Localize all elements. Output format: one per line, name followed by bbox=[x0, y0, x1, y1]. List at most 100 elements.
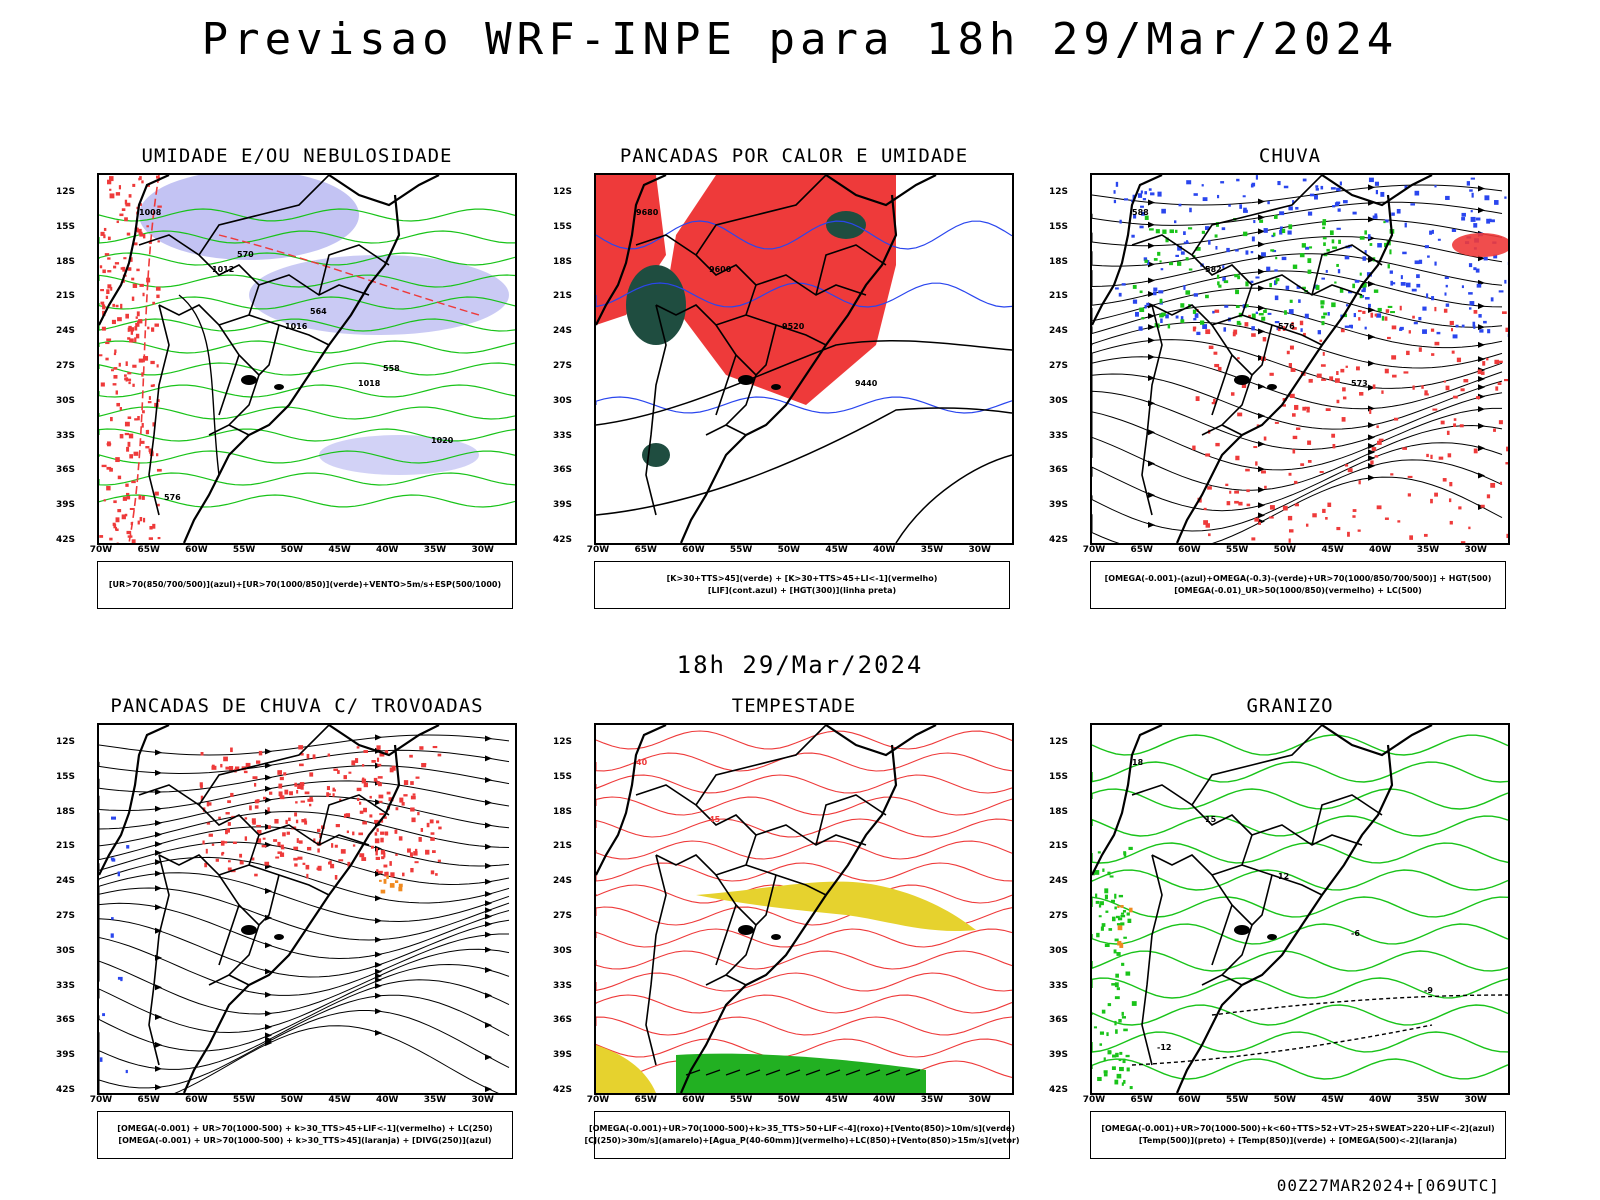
panel-legend: [OMEGA(-0.001)+UR>70(1000-500)+k>35_TTS>… bbox=[584, 1111, 1020, 1159]
map-plot: 9680 9600 9520 9440 bbox=[596, 175, 1012, 543]
lat-tick-label: 21S bbox=[1048, 841, 1068, 852]
map-frame[interactable]: 1008 1012 1016 1018 1020 576 570 564 558 bbox=[97, 173, 517, 545]
lat-tick-label: 33S bbox=[55, 430, 75, 441]
lon-tick-label: 70W bbox=[89, 1095, 113, 1105]
lat-tick-label: 15S bbox=[55, 221, 75, 232]
contour-label: 1020 bbox=[431, 436, 454, 445]
lat-tick-label: 33S bbox=[1048, 980, 1068, 991]
lat-tick-label: 39S bbox=[1048, 500, 1068, 511]
panel-title: CHUVA bbox=[1258, 145, 1322, 167]
lat-tick-label: 24S bbox=[1048, 326, 1068, 337]
legend-line-1: [UR>70(850/700/500)](azul)+[UR>70(1000/8… bbox=[108, 580, 502, 589]
lon-tick-label: 35W bbox=[920, 1095, 944, 1105]
lat-tick-label: 27S bbox=[552, 911, 572, 921]
map-plot: 1008 1012 1016 1018 1020 576 570 564 558 bbox=[99, 175, 515, 543]
contour-label: 9680 bbox=[636, 208, 659, 217]
map-frame[interactable]: 9680 9600 9520 9440 bbox=[594, 173, 1014, 545]
lat-tick-label: 42S bbox=[55, 535, 75, 545]
lat-tick-label: 12S bbox=[1048, 187, 1068, 197]
lon-tick-label: 45W bbox=[825, 545, 848, 555]
lon-tick-label: 65W bbox=[1130, 1095, 1153, 1105]
lat-tick-label: 33S bbox=[1048, 430, 1068, 441]
lon-tick-label: 70W bbox=[1082, 545, 1106, 555]
map-frame[interactable]: 40 45 bbox=[594, 723, 1014, 1095]
lat-tick-label: 18S bbox=[1048, 806, 1068, 817]
lon-tick-label: 40W bbox=[873, 1095, 896, 1105]
panel-title: PANCADAS DE CHUVA C/ TROVOADAS bbox=[110, 695, 484, 717]
contour-label: 564 bbox=[310, 307, 327, 316]
contour-label: 582 bbox=[1205, 265, 1222, 274]
map-frame[interactable]: 18 15 12 -6 -9 -12 bbox=[1090, 723, 1510, 1095]
lat-tick-label: 12S bbox=[552, 187, 572, 197]
contour-label: 15 bbox=[1205, 815, 1217, 824]
lat-tick-label: 30S bbox=[1048, 395, 1068, 406]
lon-tick-label: 55W bbox=[1225, 1095, 1249, 1105]
lon-tick-label: 30W bbox=[471, 1095, 494, 1105]
lon-tick-label: 60W bbox=[185, 1095, 208, 1105]
lat-tick-label: 27S bbox=[1048, 361, 1068, 371]
lon-tick-label: 30W bbox=[968, 1095, 991, 1105]
lat-tick-label: 24S bbox=[552, 876, 572, 887]
panel-title: PANCADAS POR CALOR E UMIDADE bbox=[619, 145, 969, 167]
lat-tick-label: 30S bbox=[552, 945, 572, 956]
lon-tick-label: 35W bbox=[423, 1095, 447, 1105]
legend-line-2: [OMEGA(-0.001) + UR>70(1000-500) + k>30_… bbox=[118, 1136, 492, 1145]
lon-tick-label: 50W bbox=[1273, 545, 1297, 555]
lon-tick-label: 65W bbox=[634, 545, 657, 555]
map-frame[interactable] bbox=[97, 723, 517, 1095]
map-frame[interactable]: 588 582 576 573 bbox=[1090, 173, 1510, 545]
contour-label: 18 bbox=[1132, 758, 1144, 767]
lat-tick-label: 21S bbox=[552, 291, 572, 302]
contour-label: 576 bbox=[1278, 322, 1295, 331]
lat-tick-label: 30S bbox=[55, 395, 75, 406]
contour-label: 1016 bbox=[285, 322, 308, 331]
panel-rain: CHUVA 588 582 576 573 [OMEGA(-0.001)-(azul)… bbox=[1049, 145, 1510, 609]
lon-tick-label: 40W bbox=[873, 545, 896, 555]
map-plot: 40 45 bbox=[596, 725, 1012, 1093]
lat-tick-label: 12S bbox=[552, 737, 572, 747]
contour-label: 12 bbox=[1278, 872, 1289, 881]
lon-tick-label: 35W bbox=[423, 545, 447, 555]
lat-tick-label: 15S bbox=[1048, 771, 1068, 782]
legend-line-1: [OMEGA(-0.001) + UR>70(1000-500) + k>30_… bbox=[117, 1124, 493, 1133]
panel-humidity-cloudiness: UMIDADE E/OU NEBULOSIDADE 1008 1012 1016 10… bbox=[56, 145, 517, 609]
lon-tick-label: 45W bbox=[1321, 1095, 1344, 1105]
lat-tick-label: 24S bbox=[552, 326, 572, 337]
lon-tick-label: 40W bbox=[1369, 1095, 1392, 1105]
lat-tick-label: 42S bbox=[55, 1085, 75, 1095]
middle-date: 18h 29/Mar/2024 bbox=[676, 651, 924, 679]
lat-tick-label: 15S bbox=[1048, 221, 1068, 232]
lat-tick-label: 42S bbox=[1048, 1085, 1068, 1095]
contour-label: 40 bbox=[636, 758, 648, 767]
contour-label: 1018 bbox=[358, 379, 381, 388]
lat-tick-label: 36S bbox=[552, 465, 572, 476]
lon-tick-label: 55W bbox=[232, 1095, 256, 1105]
lat-tick-label: 12S bbox=[55, 737, 75, 747]
lat-tick-label: 27S bbox=[55, 361, 75, 371]
legend-line-1: [OMEGA(-0.001)+UR>70(1000-500)+k<60+TTS>… bbox=[1101, 1124, 1495, 1133]
legend-line-2: [CJ(250)>30m/s](amarelo)+[Agua_P(40-60mm… bbox=[584, 1136, 1020, 1145]
lat-tick-label: 33S bbox=[552, 980, 572, 991]
panel-storm: TEMPESTADE 40 45 [OMEGA(-0.001)+UR>70(100… bbox=[553, 695, 1020, 1159]
lat-tick-label: 21S bbox=[55, 291, 75, 302]
footer-run-code: 00Z27MAR2024+[069UTC] bbox=[1276, 1176, 1500, 1195]
lat-tick-label: 12S bbox=[55, 187, 75, 197]
lon-tick-label: 35W bbox=[1416, 1095, 1440, 1105]
lon-tick-label: 55W bbox=[729, 1095, 753, 1105]
contour-label: 558 bbox=[383, 364, 400, 373]
legend-line-2: [Temp(500)](preto) + [Temp(850)](verde) … bbox=[1138, 1136, 1458, 1145]
lon-tick-label: 45W bbox=[328, 545, 351, 555]
contour-label: 1008 bbox=[139, 208, 162, 217]
lat-tick-label: 36S bbox=[552, 1015, 572, 1026]
lat-tick-label: 39S bbox=[552, 500, 572, 511]
lat-tick-label: 27S bbox=[1048, 911, 1068, 921]
lat-tick-label: 18S bbox=[552, 806, 572, 817]
lon-tick-label: 30W bbox=[968, 545, 991, 555]
lat-tick-label: 21S bbox=[55, 841, 75, 852]
contour-label: -6 bbox=[1351, 929, 1360, 938]
contour-label: -9 bbox=[1424, 986, 1433, 995]
contour-label: -12 bbox=[1157, 1043, 1171, 1052]
panel-legend: [OMEGA(-0.001) + UR>70(1000-500) + k>30_… bbox=[97, 1111, 513, 1159]
lon-tick-label: 70W bbox=[586, 545, 610, 555]
lat-tick-label: 18S bbox=[552, 256, 572, 267]
